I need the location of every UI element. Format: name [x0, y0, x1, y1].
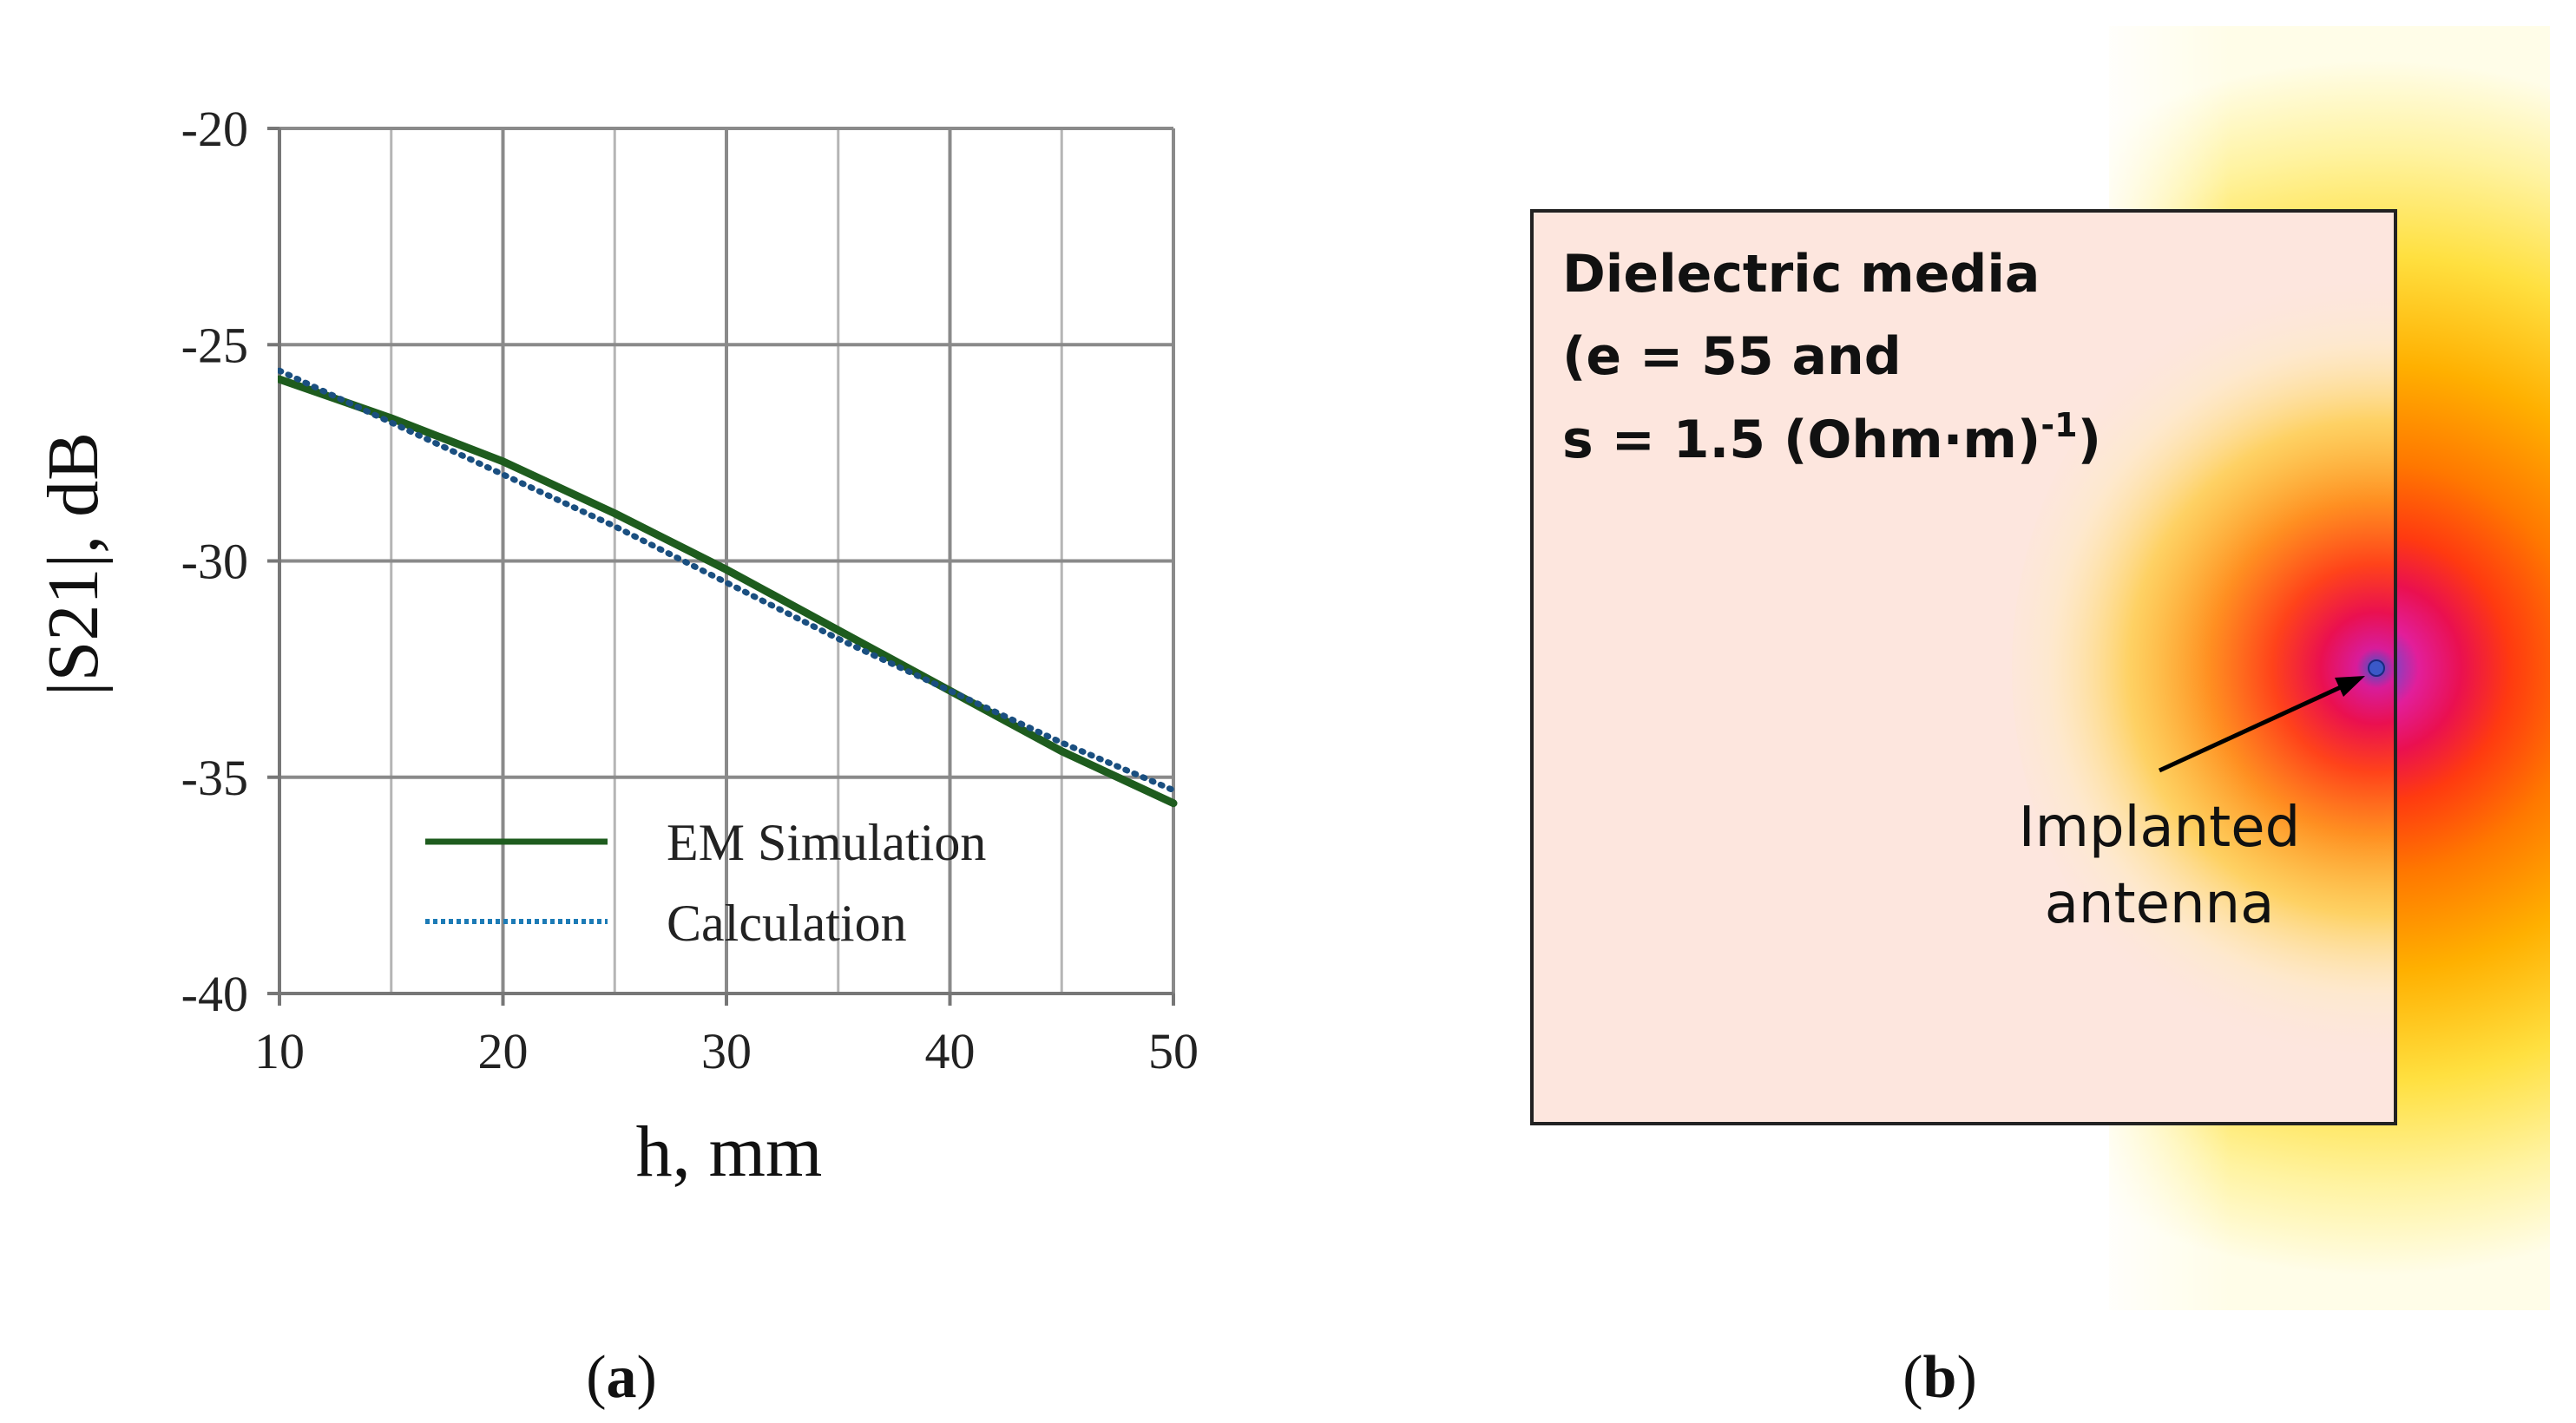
antenna-label-line1: Implanted: [2019, 796, 2301, 860]
x-tick-label: 30: [701, 1023, 752, 1079]
field-distribution-inner: [2012, 260, 2395, 1076]
panel-b-label: (b): [1902, 1344, 1977, 1411]
legend-label-em-simulation: EM Simulation: [667, 814, 986, 871]
series-line-em-simulation: [278, 375, 1178, 808]
antenna-marker: [2368, 659, 2385, 677]
panel-a-chart: -20 -25 -30 -35 -40 10 20 30 40 50 |S21|, dB h, …: [33, 101, 1199, 1411]
antenna-arrow: [2158, 679, 2356, 773]
x-axis-title: h, mm: [636, 1112, 823, 1192]
panel-b-field-map: Dielectric media (e = 55 and s = 1.5 (Oh…: [1530, 26, 2550, 1411]
y-tick-labels: -20 -25 -30 -35 -40: [181, 101, 248, 1022]
y-tick-label: -25: [181, 317, 248, 373]
media-label-line3: s = 1.5 (Ohm·m)-1): [1562, 406, 2101, 470]
antenna-label-line2: antenna: [2045, 872, 2275, 936]
media-label-line1: Dielectric media: [1562, 244, 2040, 305]
y-axis-title: |S21|, dB: [33, 432, 114, 696]
series-line-calculation: [278, 367, 1177, 794]
dielectric-media-border: [1530, 209, 2397, 1125]
field-fade-bottom: [2083, 1124, 2231, 1310]
x-tick-label: 40: [925, 1023, 976, 1079]
x-tick-label: 20: [478, 1023, 529, 1079]
x-tick-labels: 10 20 30 40 50: [254, 1023, 1199, 1079]
axes: [267, 127, 1175, 1006]
y-tick-label: -30: [181, 534, 248, 590]
y-tick-label: -20: [181, 101, 248, 157]
y-tick-label: -35: [181, 750, 248, 806]
y-tick-label: -40: [181, 966, 248, 1022]
legend: EM Simulation Calculation: [425, 814, 986, 952]
panel-a-label: (a): [586, 1344, 657, 1411]
series-layer: [278, 367, 1178, 808]
legend-label-calculation: Calculation: [667, 895, 907, 952]
x-tick-label: 50: [1148, 1023, 1199, 1079]
x-tick-label: 10: [254, 1023, 305, 1079]
field-fade-top: [2083, 26, 2231, 213]
media-label-line2: (e = 55 and: [1562, 326, 1902, 387]
arrowhead: [2335, 676, 2365, 697]
